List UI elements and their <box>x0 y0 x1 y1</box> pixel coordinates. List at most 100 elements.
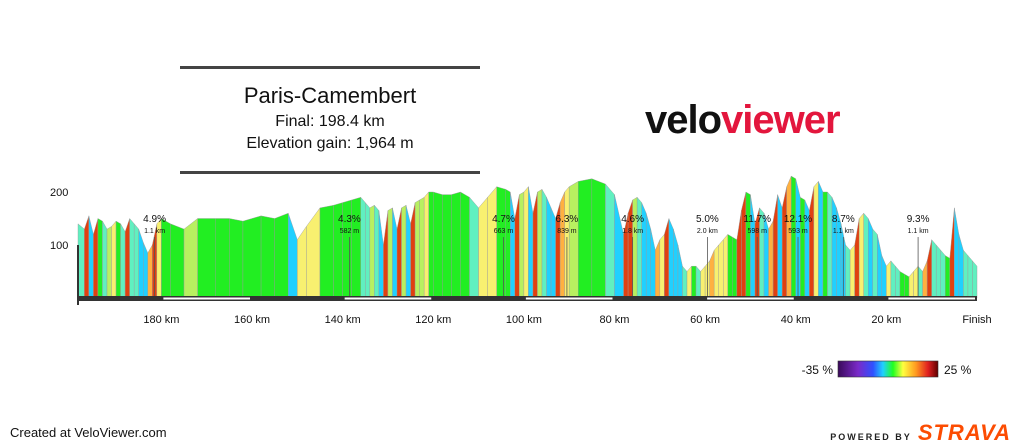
climb-length-label: 1.1 km <box>908 228 929 235</box>
profile-segment <box>727 234 733 299</box>
profile-segment <box>700 265 706 299</box>
profile-segment <box>958 234 964 299</box>
profile-segment <box>650 229 656 299</box>
profile-segment <box>514 194 520 299</box>
profile-segment <box>623 213 629 299</box>
profile-segment <box>668 218 674 299</box>
profile-segment <box>809 186 815 299</box>
profile-segment <box>197 218 216 299</box>
profile-segment <box>88 215 94 299</box>
profile-segment <box>931 239 937 299</box>
profile-segment <box>800 196 806 299</box>
profile-segment <box>827 191 833 299</box>
climb-length-label: 839 m <box>557 228 577 235</box>
profile-segment <box>659 233 665 299</box>
profile-segment <box>636 196 642 299</box>
profile-segment <box>559 191 565 299</box>
profile-segment <box>732 236 738 299</box>
profile-segment <box>433 191 443 299</box>
profile-segment <box>496 186 506 299</box>
profile-segment <box>428 191 434 299</box>
profile-segment <box>904 273 910 299</box>
profile-segment <box>369 204 375 299</box>
powered-by-label: POWERED BY <box>830 432 912 442</box>
y-tick-label: 100 <box>50 240 68 252</box>
profile-segment <box>863 212 869 299</box>
profile-segment <box>673 229 679 299</box>
profile-segment <box>84 215 90 299</box>
profile-segment <box>718 239 724 299</box>
profile-segment <box>777 194 783 299</box>
climb-grade-label: 12.1% <box>784 214 812 225</box>
profile-segment <box>963 249 969 299</box>
profile-segment <box>682 265 688 299</box>
profile-segment <box>967 255 973 299</box>
profile-segment <box>401 204 407 299</box>
profile-segment <box>813 180 819 299</box>
climb-length-label: 1.1 km <box>144 228 165 235</box>
climb-grade-label: 4.6% <box>621 214 644 225</box>
veloviewer-logo[interactable]: veloviewer <box>645 98 841 143</box>
profile-segment <box>886 260 892 299</box>
climb-grade-label: 6.3% <box>556 214 579 225</box>
profile-segment <box>532 191 538 299</box>
profile-segment <box>913 265 919 299</box>
climb-length-label: 582 m <box>340 228 360 235</box>
x-tick-label: 120 km <box>415 314 451 326</box>
profile-segment <box>781 186 787 299</box>
profile-segment <box>351 197 361 299</box>
profile-segment <box>442 194 452 299</box>
profile-segment <box>215 218 230 299</box>
profile-segment <box>460 191 470 299</box>
y-tick-label: 200 <box>50 187 68 199</box>
profile-segment <box>655 239 661 299</box>
climb-length-label: 2.0 km <box>697 228 718 235</box>
profile-segment <box>410 202 416 299</box>
climb-length-label: 1.1 km <box>833 228 854 235</box>
profile-segment <box>138 229 144 299</box>
legend-gradient-bar <box>837 360 939 378</box>
profile-segment <box>111 220 117 299</box>
profile-segment <box>908 270 914 299</box>
profile-segment <box>578 178 593 299</box>
profile-segment <box>786 176 792 299</box>
powered-by-strava[interactable]: POWERED BY STRAVA <box>830 420 1011 446</box>
profile-segment <box>423 191 429 299</box>
profile-segment <box>387 207 393 299</box>
climb-length-label: 663 m <box>494 228 514 235</box>
profile-segment <box>858 212 864 299</box>
profile-segment <box>487 186 497 299</box>
profile-segment <box>143 242 148 299</box>
x-tick-label: 180 km <box>143 314 179 326</box>
profile-segment <box>713 244 719 299</box>
created-at-credit[interactable]: Created at VeloViewer.com <box>10 425 167 440</box>
profile-segment <box>709 250 715 299</box>
profile-segment <box>260 215 275 299</box>
profile-segment <box>93 218 99 299</box>
profile-segment <box>129 217 135 299</box>
profile-segment <box>632 196 638 299</box>
climb-grade-label: 4.9% <box>143 214 166 225</box>
profile-segment <box>274 212 289 299</box>
profile-segment <box>818 181 824 299</box>
climb-grade-label: 11.7% <box>743 214 771 225</box>
profile-segment <box>360 196 366 299</box>
profile-segment <box>124 218 130 299</box>
climb-length-label: 593 m <box>788 228 808 235</box>
climb-grade-label: 9.3% <box>907 214 930 225</box>
elevation-profile-chart: 100 200 180 km 160 km 140 km 120 km 100 km 80 k… <box>50 175 992 378</box>
climb-length-label: 1.8 km <box>622 228 643 235</box>
profile-segment <box>133 223 139 299</box>
x-tick-label: 40 km <box>781 314 811 326</box>
route-distance: Final: 198.4 km <box>275 113 385 130</box>
profile-segment <box>510 191 516 299</box>
profile-segment <box>365 202 371 299</box>
profile-segment <box>591 178 606 299</box>
x-axis-stripe <box>344 297 432 300</box>
profile-segment <box>881 255 887 299</box>
profile-segment <box>872 228 878 299</box>
profile-segment <box>922 260 928 299</box>
profile-segment <box>831 197 837 299</box>
profile-segment <box>528 186 534 299</box>
profile-segment <box>541 188 547 299</box>
